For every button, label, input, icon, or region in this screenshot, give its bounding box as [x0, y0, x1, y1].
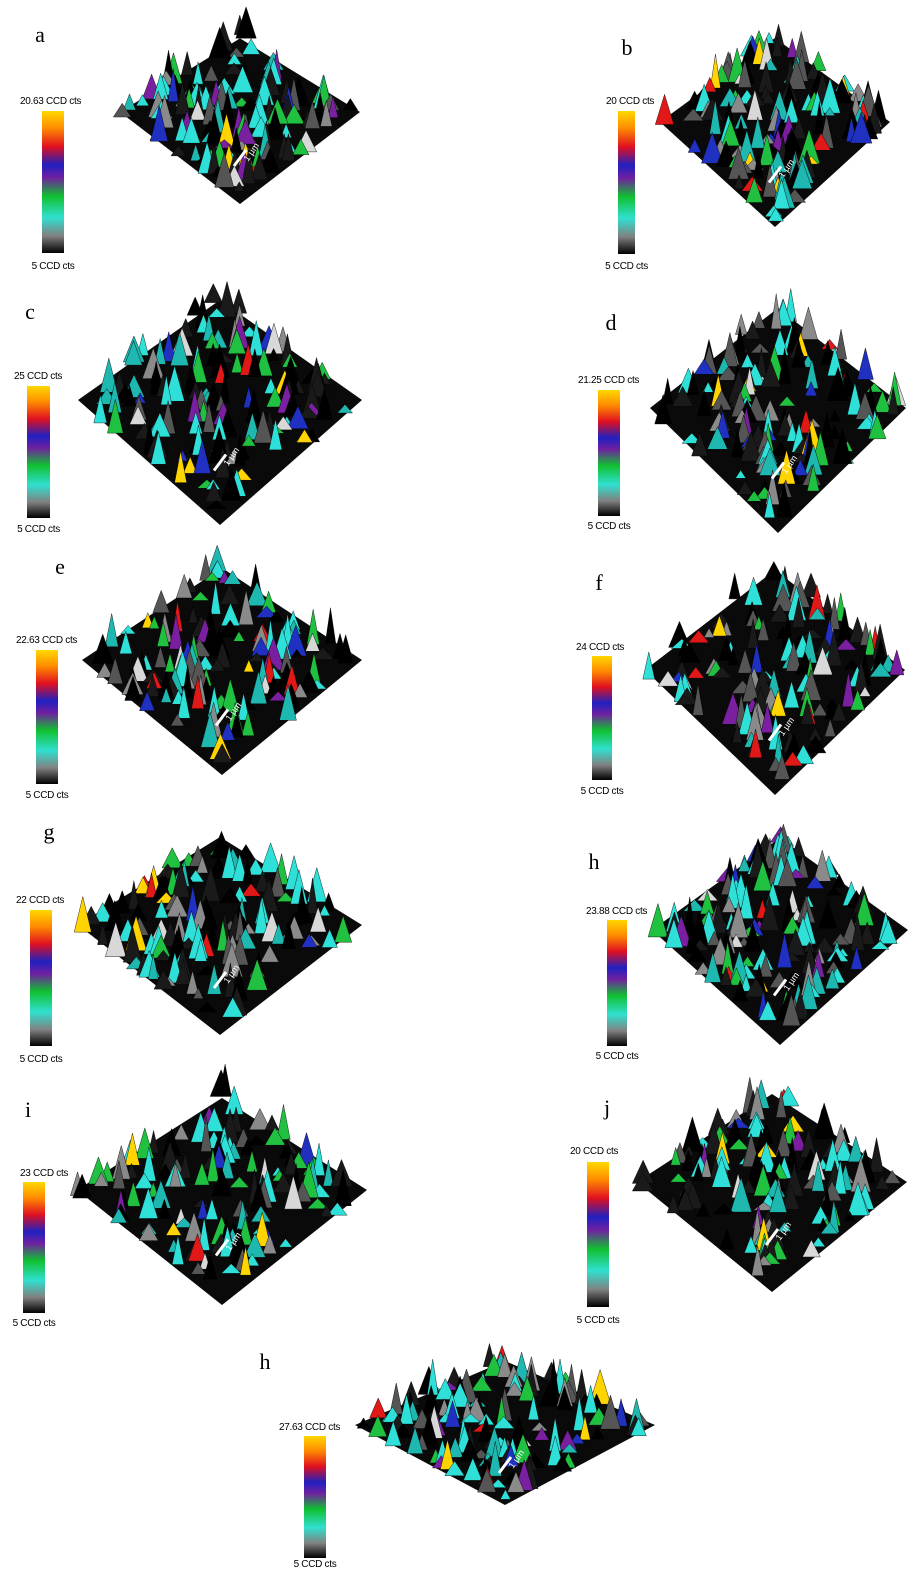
panel-label: c [25, 299, 35, 324]
surface-peak [655, 94, 674, 124]
panel: h23.88 CCD cts5 CCD cts1 µm [586, 824, 908, 1062]
colorbar-min-label: 5 CCD cts [26, 790, 69, 801]
colorbar [587, 1162, 609, 1307]
colorbar-max-label: 27.63 CCD cts [279, 1422, 340, 1433]
colorbar [618, 111, 635, 254]
panel: d21.25 CCD cts5 CCD cts1 µm [578, 289, 906, 533]
surface-peak [857, 348, 873, 379]
colorbar-min-label: 5 CCD cts [32, 261, 75, 272]
surface-peak [162, 848, 182, 868]
colorbar [36, 650, 58, 784]
surface-peak [153, 590, 170, 612]
panel: j20 CCD cts5 CCD cts1 µm [570, 1077, 907, 1326]
colorbar-min-label: 5 CCD cts [581, 786, 624, 797]
colorbar [598, 390, 620, 516]
panel-label: f [595, 570, 603, 595]
panel: i23 CCD cts5 CCD cts1 µm [13, 1064, 367, 1329]
surface-peak [682, 1117, 703, 1152]
colorbar-min-label: 5 CCD cts [294, 1559, 337, 1570]
surface-peak [181, 52, 193, 76]
surface-peak [799, 307, 817, 339]
colorbar-max-label: 20 CCD cts [570, 1146, 618, 1157]
colorbar-max-label: 23.88 CCD cts [586, 906, 647, 917]
colorbar-min-label: 5 CCD cts [596, 1051, 639, 1062]
panel-label: g [44, 819, 55, 844]
colorbar-min-label: 5 CCD cts [13, 1318, 56, 1329]
surface-peak [822, 594, 832, 613]
colorbar [607, 920, 627, 1046]
surface-peak [204, 284, 222, 303]
panel-label: a [35, 22, 45, 47]
panel-label: h [260, 1349, 271, 1374]
panel: c25 CCD cts5 CCD cts1 µm [14, 281, 362, 535]
colorbar [592, 656, 612, 780]
panel: b20 CCD cts5 CCD cts1 µm [605, 24, 890, 272]
panel: f24 CCD cts5 CCD cts1 µm [576, 561, 905, 797]
colorbar-max-label: 20 CCD cts [606, 96, 654, 107]
panel: e22.63 CCD cts5 CCD cts1 µm [16, 545, 362, 801]
surface-peak [764, 33, 774, 44]
colorbar [42, 111, 64, 253]
colorbar-max-label: 22 CCD cts [16, 895, 64, 906]
colorbar-max-label: 21.25 CCD cts [578, 375, 639, 386]
colorbar-min-label: 5 CCD cts [577, 1315, 620, 1326]
panel-label: d [606, 310, 617, 335]
figure: a20.63 CCD cts5 CCD cts1 µmb20 CCD cts5 … [0, 0, 909, 1571]
colorbar [30, 910, 52, 1046]
colorbar-max-label: 24 CCD cts [576, 642, 624, 653]
surface-peak [105, 614, 118, 647]
panel-label: b [622, 35, 633, 60]
surface-peak [325, 608, 335, 643]
panel: h27.63 CCD cts5 CCD cts1 µm [260, 1343, 656, 1570]
colorbar-max-label: 23 CCD cts [20, 1168, 68, 1179]
colorbar-min-label: 5 CCD cts [17, 524, 60, 535]
surface-peak [648, 904, 668, 937]
surface-peak [764, 561, 783, 579]
surface-peak [870, 1138, 884, 1172]
surface-peak [729, 573, 741, 599]
colorbar-max-label: 25 CCD cts [14, 371, 62, 382]
panel-label: i [25, 1097, 31, 1122]
colorbar [23, 1182, 45, 1313]
colorbar-max-label: 22.63 CCD cts [16, 635, 77, 646]
surface-peak [735, 314, 747, 334]
panel-label: h [589, 849, 600, 874]
colorbar [304, 1436, 326, 1558]
colorbar-min-label: 5 CCD cts [605, 261, 648, 272]
panel: a20.63 CCD cts5 CCD cts1 µm [20, 7, 360, 272]
panel-label: j [603, 1095, 610, 1120]
colorbar-max-label: 20.63 CCD cts [20, 96, 81, 107]
panel: g22 CCD cts5 CCD cts1 µm [16, 819, 362, 1065]
colorbar-min-label: 5 CCD cts [20, 1054, 63, 1065]
panel-label: e [55, 554, 65, 579]
colorbar-min-label: 5 CCD cts [588, 521, 631, 532]
colorbar [27, 386, 50, 518]
surface-peak [370, 1398, 387, 1418]
